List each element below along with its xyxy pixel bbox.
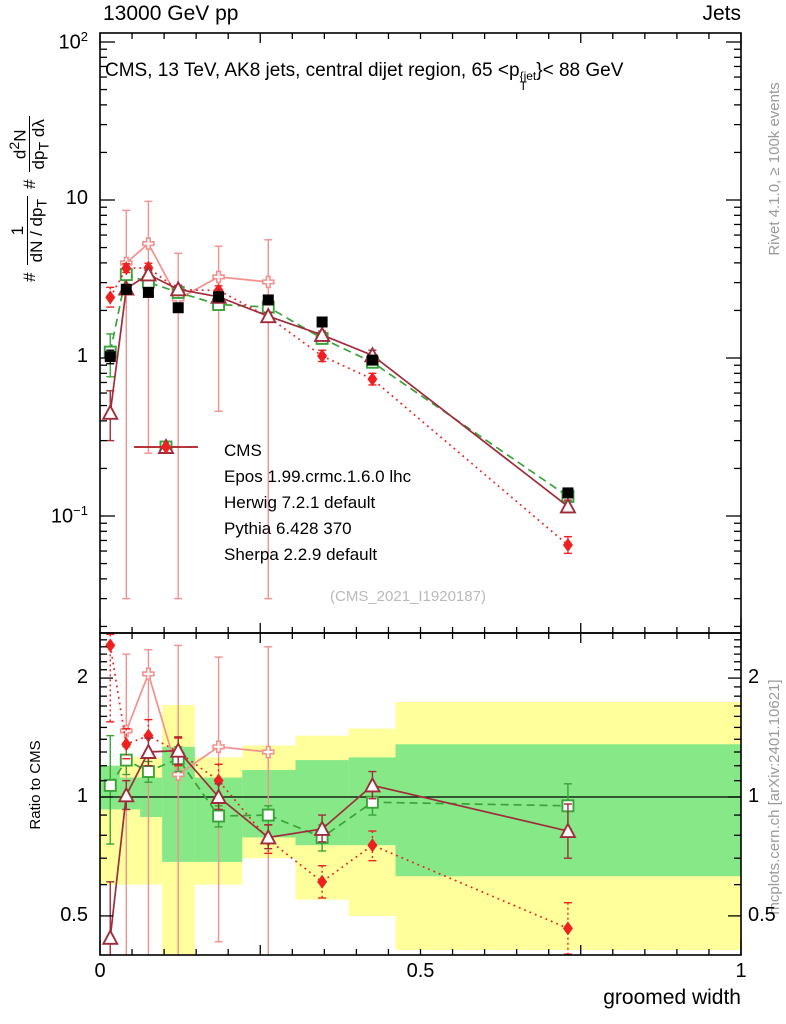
marker-open-triangle xyxy=(313,325,331,342)
marker-open-triangle xyxy=(363,776,382,793)
series-ratio-pythia xyxy=(101,736,577,955)
yaxis-fraction-1: 1 dN / dpT xyxy=(8,195,51,266)
marker-open-triangle xyxy=(559,497,577,514)
beam-energy-label: 13000 GeV pp xyxy=(103,2,239,25)
marker-open-triangle xyxy=(313,819,331,836)
marker-filled-square xyxy=(120,283,132,295)
marker-open-cross xyxy=(142,237,155,250)
marker-filled-diamond xyxy=(121,261,132,276)
main-y-tick-label: 10−1 xyxy=(50,503,88,528)
marker-open-triangle xyxy=(117,786,135,803)
legend: CMS Epos 1.99.crmc.1.6.0 lhc Herwig 7.2.… xyxy=(130,438,411,568)
main-y-tick-label: 10 xyxy=(65,187,88,209)
x-tick-label: 0.5 xyxy=(406,960,435,982)
x-tick-label: 0 xyxy=(94,960,106,982)
marker-filled-square xyxy=(142,286,154,298)
plot-title: CMS, 13 TeV, AK8 jets, central dijet reg… xyxy=(105,60,624,93)
marker-open-square xyxy=(141,765,155,778)
marker-filled-square xyxy=(562,487,574,499)
main-y-tick-label: 1 xyxy=(76,345,88,367)
legend-item-epos: Epos 1.99.crmc.1.6.0 lhc xyxy=(130,440,412,490)
marker-open-triangle xyxy=(169,280,187,297)
cms-uncertainty-bands xyxy=(100,701,741,955)
marker-filled-diamond xyxy=(143,728,154,743)
rivet-version-label: Rivet 4.1.0, ≥ 100k events xyxy=(766,82,783,256)
marker-open-square xyxy=(119,753,133,767)
legend-label: Epos 1.99.crmc.1.6.0 lhc xyxy=(224,467,412,486)
marker-filled-diamond xyxy=(105,290,116,305)
analysis-id-watermark: (CMS_2021_I1920187) xyxy=(330,588,486,605)
ratio-y-axis-title: Ratio to CMS xyxy=(27,740,44,830)
marker-filled-square xyxy=(213,291,225,303)
marker-open-triangle xyxy=(139,265,157,282)
marker-open-cross xyxy=(261,275,275,289)
marker-filled-diamond xyxy=(367,372,378,387)
marker-open-triangle xyxy=(209,787,228,804)
series-main-cms xyxy=(104,283,574,499)
marker-open-cross xyxy=(261,745,275,759)
x-axis-title: groomed width xyxy=(603,986,741,1009)
marker-open-cross xyxy=(171,768,185,781)
marker-filled-diamond xyxy=(317,874,328,889)
marker-filled-square xyxy=(104,351,116,363)
legend-label: Pythia 6.428 370 xyxy=(224,519,352,538)
marker-filled-square xyxy=(316,316,328,328)
legend-label: Sherpa 2.2.9 default xyxy=(224,545,378,564)
pt-supsub: {jet T xyxy=(519,69,537,93)
yaxis-fraction-2: d2N dpT dλ xyxy=(7,116,53,173)
marker-open-triangle xyxy=(101,928,119,945)
marker-open-triangle xyxy=(101,403,119,420)
marker-open-triangle xyxy=(139,742,157,759)
sherpa-marker-icon xyxy=(134,440,198,454)
marker-open-triangle xyxy=(559,822,577,838)
legend-label: Herwig 7.2.1 default xyxy=(224,493,376,512)
marker-open-square xyxy=(261,808,275,822)
legend-item-pythia: Pythia 6.428 370 xyxy=(130,438,411,542)
marker-open-triangle xyxy=(169,741,187,758)
mcplots-reference-label: mcplots.cern.ch [arXiv:2401.10621] xyxy=(766,679,783,915)
marker-open-cross xyxy=(142,667,155,681)
ratio-y-tick-label-left: 0.5 xyxy=(60,903,88,926)
marker-filled-diamond xyxy=(367,838,378,853)
legend-item-herwig: Herwig 7.2.1 default xyxy=(130,440,411,516)
analysis-group-label: Jets xyxy=(702,2,741,25)
marker-filled-diamond xyxy=(105,638,116,653)
marker-filled-diamond xyxy=(562,921,573,936)
marker-open-square xyxy=(212,809,226,823)
marker-open-square xyxy=(103,778,117,792)
marker-filled-diamond xyxy=(161,440,171,454)
x-tick-label: 1 xyxy=(735,960,747,982)
marker-open-triangle xyxy=(259,828,277,845)
marker-open-cross xyxy=(212,740,225,754)
marker-filled-diamond xyxy=(317,348,328,363)
ratio-y-tick-label-right: 2 xyxy=(748,666,760,689)
series-line xyxy=(109,266,569,546)
marker-filled-square xyxy=(262,294,274,306)
legend-label: CMS xyxy=(224,441,262,460)
ratio-y-tick-label-left: 2 xyxy=(76,666,88,689)
ratio-y-tick-label-right: 0.5 xyxy=(748,903,776,926)
marker-open-cross xyxy=(212,270,225,284)
marker-filled-diamond xyxy=(562,538,573,553)
main-y-axis-title: # 1 dN / dpT # d2N dpT dλ xyxy=(7,9,53,389)
marker-filled-square xyxy=(172,302,184,314)
marker-open-triangle xyxy=(259,307,277,324)
marker-filled-square xyxy=(366,354,378,366)
ratio-y-tick-label-right: 1 xyxy=(748,785,760,807)
ratio-y-tick-label-left: 1 xyxy=(76,785,88,807)
main-y-tick-label: 102 xyxy=(58,29,88,54)
legend-item-sherpa: Sherpa 2.2.9 default xyxy=(130,440,411,568)
marker-filled-diamond xyxy=(121,737,132,752)
